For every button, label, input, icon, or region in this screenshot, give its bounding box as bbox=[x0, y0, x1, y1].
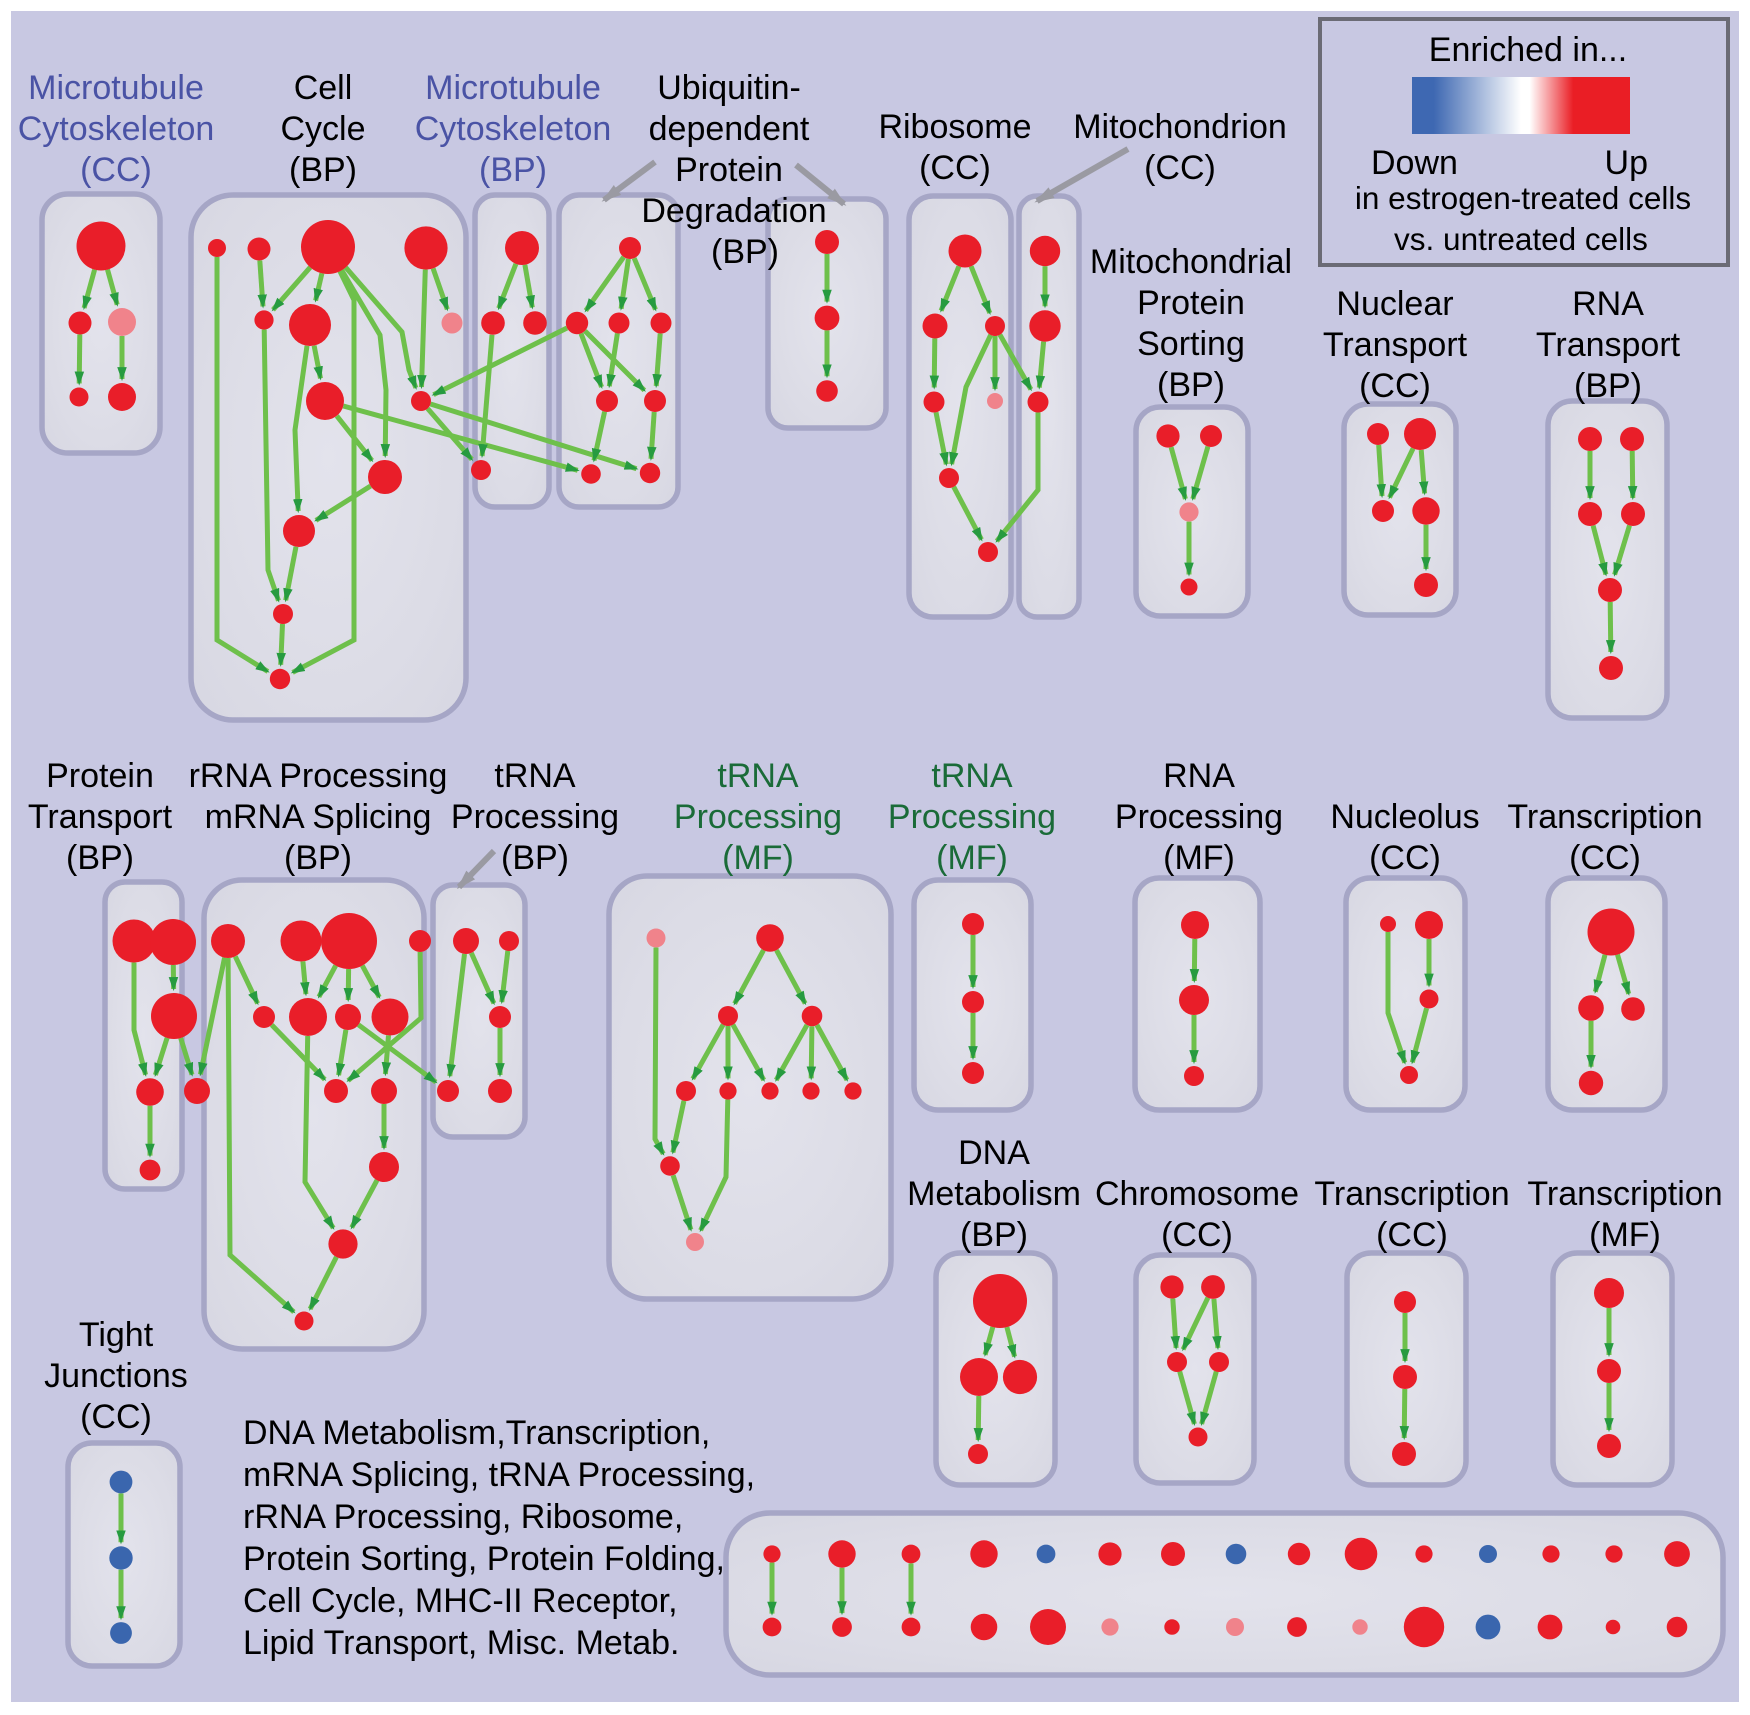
svg-text:Protein: Protein bbox=[1137, 284, 1245, 322]
svg-text:mRNA Splicing, tRNA Processing: mRNA Splicing, tRNA Processing, bbox=[243, 1456, 755, 1494]
svg-text:dependent: dependent bbox=[649, 110, 810, 148]
svg-text:in estrogen-treated cells: in estrogen-treated cells bbox=[1355, 180, 1691, 216]
svg-text:Transcription: Transcription bbox=[1314, 1175, 1509, 1213]
svg-text:DNA: DNA bbox=[958, 1134, 1030, 1172]
svg-text:Microtubule: Microtubule bbox=[28, 69, 204, 107]
svg-text:Protein: Protein bbox=[675, 151, 783, 189]
svg-text:(BP): (BP) bbox=[501, 839, 569, 877]
svg-text:Processing: Processing bbox=[674, 798, 842, 836]
svg-text:RNA: RNA bbox=[1163, 757, 1235, 795]
svg-text:Transport: Transport bbox=[1536, 326, 1681, 364]
svg-text:tRNA: tRNA bbox=[717, 757, 799, 795]
svg-text:Cell: Cell bbox=[294, 69, 353, 107]
svg-text:rRNA Processing, Ribosome,: rRNA Processing, Ribosome, bbox=[243, 1498, 683, 1536]
svg-text:Nucleolus: Nucleolus bbox=[1330, 798, 1479, 836]
svg-text:Transport: Transport bbox=[1323, 326, 1468, 364]
svg-text:Transcription: Transcription bbox=[1507, 798, 1702, 836]
svg-text:Protein: Protein bbox=[46, 757, 154, 795]
svg-text:Metabolism: Metabolism bbox=[907, 1175, 1081, 1213]
svg-text:Transport: Transport bbox=[28, 798, 173, 836]
svg-text:(BP): (BP) bbox=[479, 151, 547, 189]
svg-text:(MF): (MF) bbox=[936, 839, 1008, 877]
svg-text:(CC): (CC) bbox=[1144, 149, 1216, 187]
svg-text:(CC): (CC) bbox=[1161, 1216, 1233, 1254]
svg-text:(MF): (MF) bbox=[1163, 839, 1235, 877]
svg-text:Cytoskeleton: Cytoskeleton bbox=[18, 110, 215, 148]
svg-text:Tight: Tight bbox=[79, 1316, 154, 1354]
svg-text:(CC): (CC) bbox=[80, 1398, 152, 1436]
svg-text:Mitochondrial: Mitochondrial bbox=[1090, 243, 1292, 281]
svg-text:Up: Up bbox=[1605, 144, 1648, 182]
svg-text:Microtubule: Microtubule bbox=[425, 69, 601, 107]
svg-text:Processing: Processing bbox=[451, 798, 619, 836]
svg-text:(BP): (BP) bbox=[1574, 367, 1642, 405]
svg-text:(CC): (CC) bbox=[80, 151, 152, 189]
svg-text:Ubiquitin-: Ubiquitin- bbox=[657, 69, 801, 107]
svg-text:Ribosome: Ribosome bbox=[878, 108, 1031, 146]
svg-text:(MF): (MF) bbox=[722, 839, 794, 877]
svg-text:(CC): (CC) bbox=[1376, 1216, 1448, 1254]
svg-text:(CC): (CC) bbox=[1359, 367, 1431, 405]
svg-text:tRNA: tRNA bbox=[931, 757, 1013, 795]
svg-text:Processing: Processing bbox=[1115, 798, 1283, 836]
svg-text:Enriched in...: Enriched in... bbox=[1429, 31, 1627, 69]
svg-text:Cytoskeleton: Cytoskeleton bbox=[415, 110, 612, 148]
svg-text:(MF): (MF) bbox=[1589, 1216, 1661, 1254]
svg-text:(BP): (BP) bbox=[289, 151, 357, 189]
svg-text:Protein Sorting, Protein Foldi: Protein Sorting, Protein Folding, bbox=[243, 1540, 725, 1578]
svg-text:RNA: RNA bbox=[1572, 285, 1644, 323]
svg-text:(BP): (BP) bbox=[66, 839, 134, 877]
svg-text:mRNA Splicing: mRNA Splicing bbox=[205, 798, 432, 836]
svg-text:Cycle: Cycle bbox=[280, 110, 365, 148]
svg-text:(CC): (CC) bbox=[919, 149, 991, 187]
svg-text:Junctions: Junctions bbox=[44, 1357, 188, 1395]
svg-text:Mitochondrion: Mitochondrion bbox=[1073, 108, 1287, 146]
svg-text:Chromosome: Chromosome bbox=[1095, 1175, 1299, 1213]
svg-text:Degradation: Degradation bbox=[641, 192, 826, 230]
svg-text:(BP): (BP) bbox=[711, 233, 779, 271]
svg-text:vs. untreated cells: vs. untreated cells bbox=[1394, 221, 1648, 257]
svg-text:DNA Metabolism,Transcription,: DNA Metabolism,Transcription, bbox=[243, 1414, 710, 1452]
svg-text:Nuclear: Nuclear bbox=[1336, 285, 1453, 323]
svg-text:(BP): (BP) bbox=[960, 1216, 1028, 1254]
svg-text:(CC): (CC) bbox=[1369, 839, 1441, 877]
svg-text:Cell Cycle, MHC-II Receptor,: Cell Cycle, MHC-II Receptor, bbox=[243, 1582, 678, 1620]
svg-text:(BP): (BP) bbox=[1157, 366, 1225, 404]
svg-text:Sorting: Sorting bbox=[1137, 325, 1245, 363]
svg-text:(CC): (CC) bbox=[1569, 839, 1641, 877]
svg-text:Processing: Processing bbox=[888, 798, 1056, 836]
svg-text:Lipid Transport, Misc. Metab.: Lipid Transport, Misc. Metab. bbox=[243, 1624, 680, 1662]
svg-text:Transcription: Transcription bbox=[1527, 1175, 1722, 1213]
svg-text:rRNA Processing: rRNA Processing bbox=[189, 757, 448, 795]
svg-text:Down: Down bbox=[1371, 144, 1458, 182]
svg-text:(BP): (BP) bbox=[284, 839, 352, 877]
svg-text:tRNA: tRNA bbox=[494, 757, 576, 795]
